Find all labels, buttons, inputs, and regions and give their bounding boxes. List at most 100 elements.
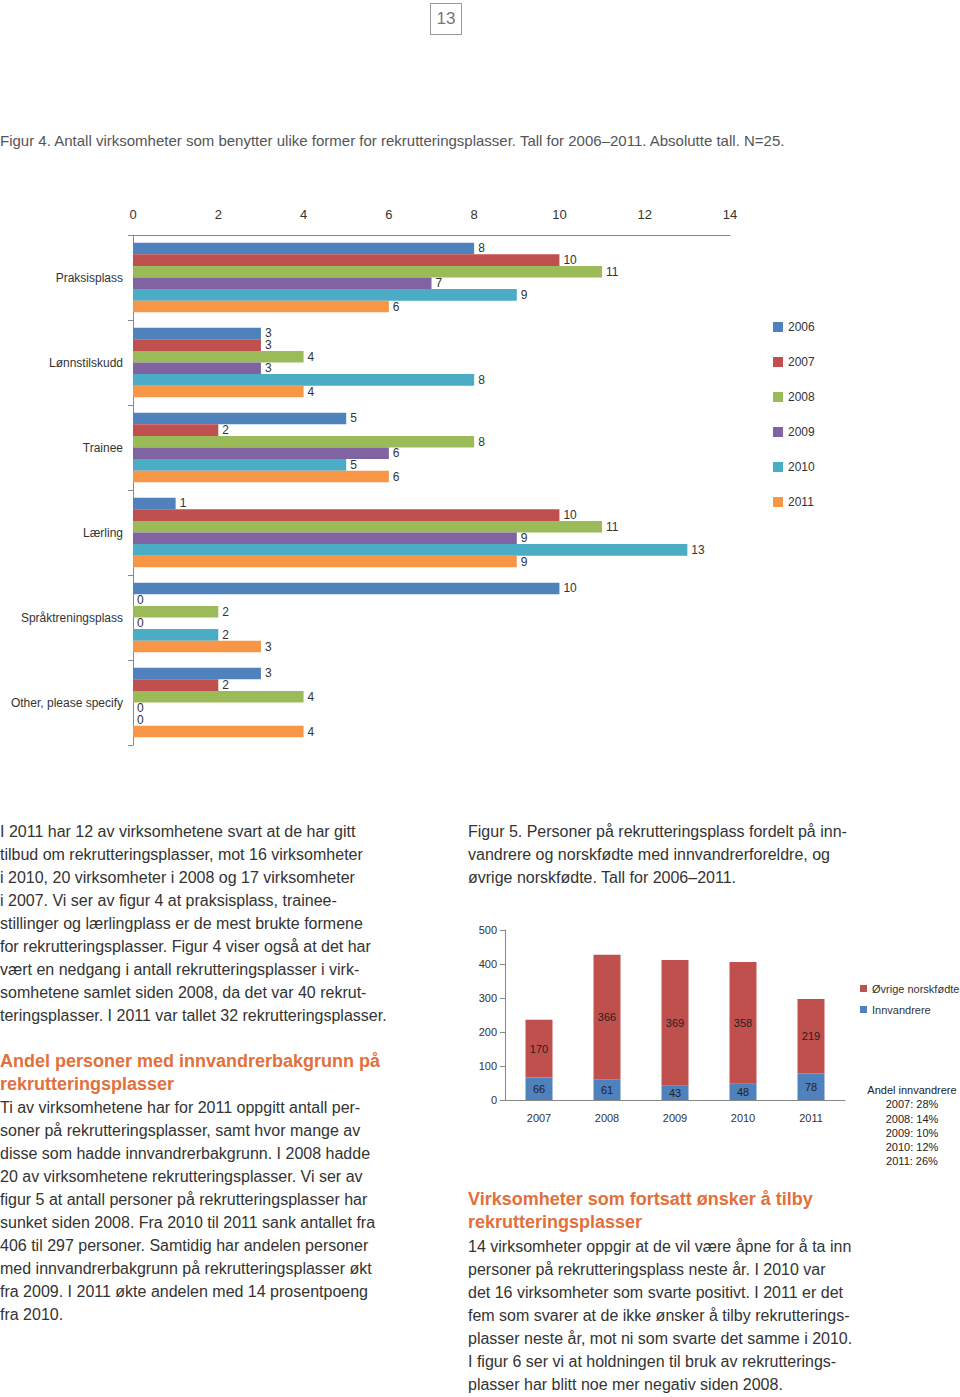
html-text:Figur 4. Antall virksomheter s: Figur 4. Antall virksomheter som benytte… (0, 132, 785, 149)
svg-text:2: 2 (222, 423, 229, 437)
svg-text:4: 4 (300, 207, 307, 222)
html-text:somhetene samlet siden 2008, d: somhetene samlet siden 2008, da det var … (0, 984, 367, 1001)
svg-text:Øvrige norskfødte: Øvrige norskfødte (872, 983, 959, 995)
html-text:rekrutteringsplasser: rekrutteringsplasser (0, 1074, 175, 1094)
html-text:med innvandrerbakgrunn på rekr: med innvandrerbakgrunn på rekrutteringsp… (0, 1260, 372, 1277)
svg-text:14: 14 (723, 207, 737, 222)
html-text:soner på rekrutteringsplasser,: soner på rekrutteringsplasser, samt hvor… (0, 1122, 361, 1139)
svg-text:5: 5 (350, 411, 357, 425)
svg-text:Praksisplass: Praksisplass (56, 271, 123, 285)
html-text:figur 5 at antall personer på: figur 5 at antall personer på rekrutteri… (0, 1191, 368, 1208)
svg-text:200: 200 (479, 1026, 497, 1038)
svg-text:11: 11 (606, 520, 619, 534)
svg-text:358: 358 (734, 1017, 752, 1029)
html-text:13: 13 (436, 9, 456, 28)
svg-text:3: 3 (265, 666, 272, 680)
svg-text:6: 6 (393, 446, 400, 460)
svg-text:2007: 2007 (788, 355, 815, 369)
svg-text:2009: 2009 (788, 425, 815, 439)
html-text:vært en nedgang i antall rekru: vært en nedgang i antall rekrutteringspl… (0, 961, 360, 978)
html-text:disse som hadde innvandrerbakg: disse som hadde innvandrerbakgrunn. I 20… (0, 1145, 370, 1162)
svg-text:10: 10 (563, 581, 577, 595)
html-text:406 til 297 personer. Samtidig: 406 til 297 personer. Samtidig har andel… (0, 1237, 369, 1254)
svg-text:4: 4 (308, 385, 315, 399)
svg-text:0: 0 (491, 1094, 497, 1106)
html-text:sunket siden 2008. Fra 2010 ti: sunket siden 2008. Fra 2010 til 2011 san… (0, 1214, 376, 1231)
svg-text:2009: 2009 (663, 1112, 687, 1124)
svg-text:3: 3 (265, 640, 272, 654)
svg-text:219: 219 (802, 1030, 820, 1042)
svg-text:2: 2 (215, 207, 222, 222)
svg-text:Other, please specify: Other, please specify (11, 696, 123, 710)
svg-text:78: 78 (805, 1081, 817, 1093)
svg-text:2: 2 (222, 628, 229, 642)
svg-text:43: 43 (669, 1087, 681, 1099)
svg-text:4: 4 (308, 350, 315, 364)
svg-text:7: 7 (436, 276, 443, 290)
svg-text:500: 500 (479, 924, 497, 936)
svg-text:2: 2 (222, 678, 229, 692)
svg-text:10: 10 (563, 253, 577, 267)
svg-text:2: 2 (222, 605, 229, 619)
svg-text:8: 8 (478, 435, 485, 449)
svg-text:2011: 2011 (788, 495, 814, 509)
svg-text:2011: 2011 (799, 1112, 823, 1124)
svg-text:8: 8 (478, 241, 485, 255)
svg-text:10: 10 (563, 508, 577, 522)
svg-text:4: 4 (308, 725, 315, 739)
svg-text:66: 66 (533, 1083, 545, 1095)
svg-text:61: 61 (601, 1084, 613, 1096)
svg-text:0: 0 (137, 593, 144, 607)
html-text:Andel personer med innvandrerb: Andel personer med innvandrerbakgrunn på (0, 1051, 381, 1071)
svg-text:9: 9 (521, 288, 528, 302)
svg-text:400: 400 (479, 958, 497, 970)
svg-text:170: 170 (530, 1043, 548, 1055)
html-text:teringsplasser. I 2011 var tal: teringsplasser. I 2011 var tallet 32 rek… (0, 1007, 387, 1024)
html-text:for rekrutteringsplasser. Figu: for rekrutteringsplasser. Figur 4 viser … (0, 938, 371, 955)
svg-text:9: 9 (521, 555, 528, 569)
html-text:20 av virksomhetene rekrutteri: 20 av virksomhetene rekrutteringsplasser… (0, 1168, 363, 1185)
svg-text:Lønnstilskudd: Lønnstilskudd (49, 356, 123, 370)
svg-text:366: 366 (598, 1011, 616, 1023)
svg-text:2006: 2006 (788, 320, 815, 334)
svg-text:48: 48 (737, 1086, 749, 1098)
html-text:tilbud om rekrutteringsplasser: tilbud om rekrutteringsplasser, mot 16 v… (0, 846, 363, 863)
svg-text:6: 6 (393, 300, 400, 314)
svg-text:3: 3 (265, 338, 272, 352)
html-text:i 2007. Vi ser av figur 4 at p: i 2007. Vi ser av figur 4 at praksisplas… (0, 892, 337, 909)
svg-text:2008: 2008 (788, 390, 815, 404)
svg-text:5: 5 (350, 458, 357, 472)
svg-text:Innvandrere: Innvandrere (872, 1004, 931, 1016)
html-text:i 2010, 20 virksomheter i 2008: i 2010, 20 virksomheter i 2008 og 17 vir… (0, 869, 355, 886)
svg-text:6: 6 (393, 470, 400, 484)
svg-text:Lærling: Lærling (83, 526, 123, 540)
svg-text:Språktreningsplass: Språktreningsplass (21, 611, 123, 625)
svg-text:Trainee: Trainee (83, 441, 124, 455)
svg-text:300: 300 (479, 992, 497, 1004)
svg-text:100: 100 (479, 1060, 497, 1072)
html-text:Ti av virksomhetene har for 20: Ti av virksomhetene har for 2011 oppgitt… (0, 1099, 361, 1116)
svg-text:2008: 2008 (595, 1112, 619, 1124)
svg-text:1: 1 (180, 496, 187, 510)
svg-text:6: 6 (385, 207, 392, 222)
svg-text:4: 4 (308, 690, 315, 704)
svg-text:8: 8 (478, 373, 485, 387)
svg-text:2007: 2007 (527, 1112, 551, 1124)
svg-text:12: 12 (637, 207, 651, 222)
html-text:rekrutteringsplasser: rekrutteringsplasser (468, 1212, 643, 1232)
svg-text:9: 9 (521, 531, 528, 545)
html-text:Virksomheter som fortsatt ønsk: Virksomheter som fortsatt ønsker å tilby (468, 1189, 813, 1209)
svg-text:3: 3 (265, 361, 272, 375)
svg-text:0: 0 (129, 207, 136, 222)
svg-text:0: 0 (137, 713, 144, 727)
html-text:I 2011 har 12 av virksomhetene: I 2011 har 12 av virksomhetene svart at … (0, 823, 356, 840)
svg-text:2010: 2010 (788, 460, 815, 474)
svg-text:369: 369 (666, 1017, 684, 1029)
svg-text:10: 10 (552, 207, 566, 222)
svg-text:13: 13 (691, 543, 705, 557)
svg-text:8: 8 (471, 207, 478, 222)
svg-text:0: 0 (137, 616, 144, 630)
svg-text:11: 11 (606, 265, 619, 279)
svg-text:2010: 2010 (731, 1112, 755, 1124)
html-text:stillinger og lærlingplass er: stillinger og lærlingplass er de mest br… (0, 915, 363, 932)
